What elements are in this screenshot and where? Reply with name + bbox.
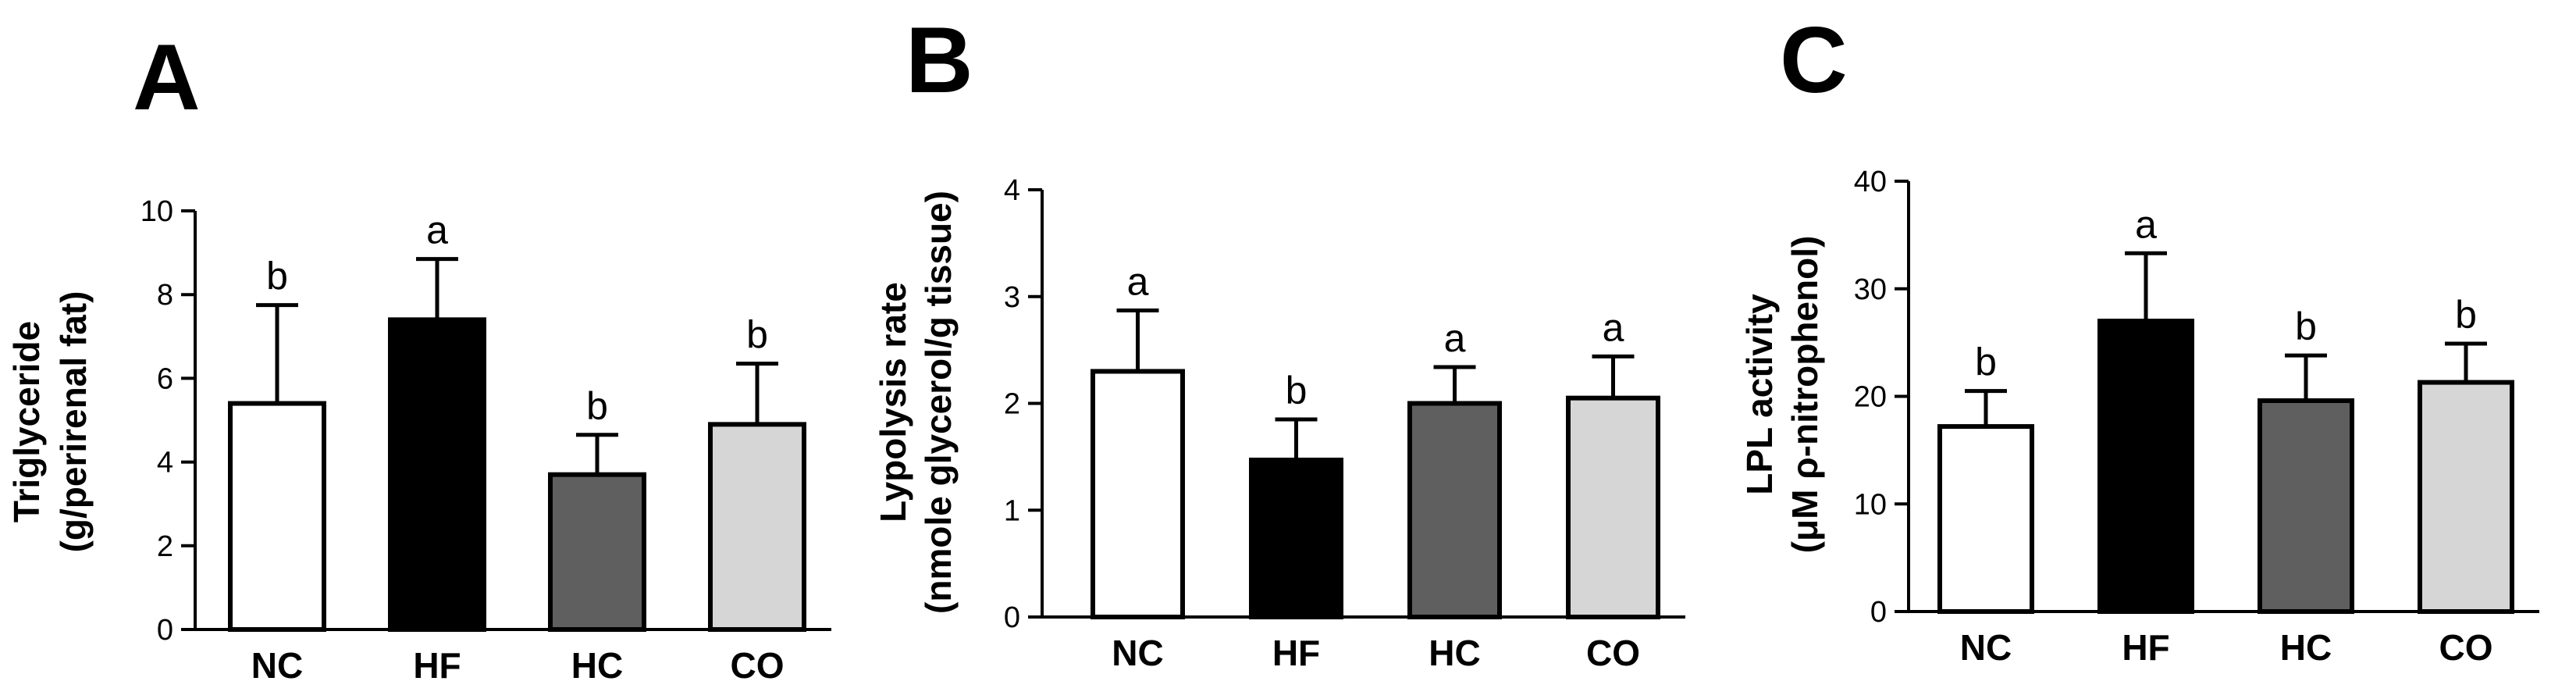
bar-co [2418, 380, 2514, 614]
x-tick-label: CO [1586, 633, 1640, 673]
y-tick-label: 10 [141, 195, 173, 228]
y-tick-label: 4 [1004, 174, 1020, 207]
y-tick-label: 2 [157, 530, 173, 563]
bar-co [1566, 395, 1660, 619]
y-tick-label: 6 [157, 362, 173, 395]
chart-panel-c: C LPL activity (μM ρ-nitrophenol) 0 10 20 30 40… [1739, 8, 2539, 668]
significance-label: b [586, 384, 608, 428]
bar-nc [1937, 424, 2034, 614]
y-tick-label: 30 [1854, 273, 1887, 306]
bar-hc [548, 472, 646, 632]
panel-letter: A [133, 25, 201, 130]
bar-hf [2097, 319, 2194, 614]
y-tick-label: 3 [1004, 281, 1020, 314]
x-tick-label: CO [2439, 627, 2493, 668]
bar-hc [2258, 398, 2354, 614]
x-tick-label: HF [2122, 627, 2169, 668]
significance-label: b [1975, 341, 1997, 384]
significance-label: a [1127, 260, 1149, 304]
bar-hf [388, 317, 486, 632]
bar-hf [1249, 457, 1343, 619]
chart-panel-b: B Lypolysis rate (nmole glycerol/g tissue)… [873, 8, 1685, 673]
x-tick-label: NC [1112, 633, 1163, 673]
significance-label: b [746, 313, 768, 357]
y-tick-label: 10 [1854, 488, 1887, 521]
y-tick-label: 20 [1854, 381, 1887, 414]
significance-label: a [426, 209, 448, 252]
y-axis-label: (g/perirenal fat) [53, 291, 94, 553]
significance-label: b [1286, 369, 1308, 412]
x-tick-label: HC [1429, 633, 1480, 673]
y-tick-label: 0 [1870, 596, 1887, 629]
x-tick-label: CO [731, 645, 785, 686]
y-axis-label: (μM ρ-nitrophenol) [1784, 236, 1825, 554]
y-tick-label: 4 [157, 447, 173, 480]
y-tick-label: 0 [157, 614, 173, 647]
y-tick-label: 2 [1004, 388, 1020, 421]
y-tick-label: 8 [157, 279, 173, 312]
bar-nc [1091, 369, 1185, 619]
y-axis-label: LPL activity [1739, 294, 1780, 495]
y-tick-label: 40 [1854, 166, 1887, 198]
y-axis-label: Lypolysis rate [873, 282, 913, 522]
significance-label: a [1444, 316, 1466, 360]
x-tick-label: NC [1960, 627, 2012, 668]
panel-letter: C [1780, 8, 1848, 112]
significance-label: b [266, 255, 288, 298]
chart-panel-a: A Triglyceride (g/perirenal fat) 0 2 4 6 8 10 b NC… [6, 25, 831, 686]
x-tick-label: HF [1272, 633, 1320, 673]
panel-letter: B [906, 8, 973, 112]
bar-nc [228, 401, 326, 632]
significance-label: b [2455, 293, 2477, 337]
bar-co [708, 422, 806, 632]
y-tick-label: 0 [1004, 601, 1020, 634]
y-tick-label: 1 [1004, 494, 1020, 527]
y-axis-label: (nmole glycerol/g tissue) [918, 191, 959, 614]
x-tick-label: NC [251, 645, 303, 686]
significance-label: a [1603, 305, 1624, 349]
x-tick-label: HC [2280, 627, 2332, 668]
y-axis-label: Triglyceride [6, 321, 47, 522]
significance-label: b [2295, 305, 2317, 348]
significance-label: a [2135, 202, 2157, 246]
x-tick-label: HC [571, 645, 623, 686]
bar-hc [1407, 401, 1502, 619]
x-tick-label: HF [413, 645, 461, 686]
